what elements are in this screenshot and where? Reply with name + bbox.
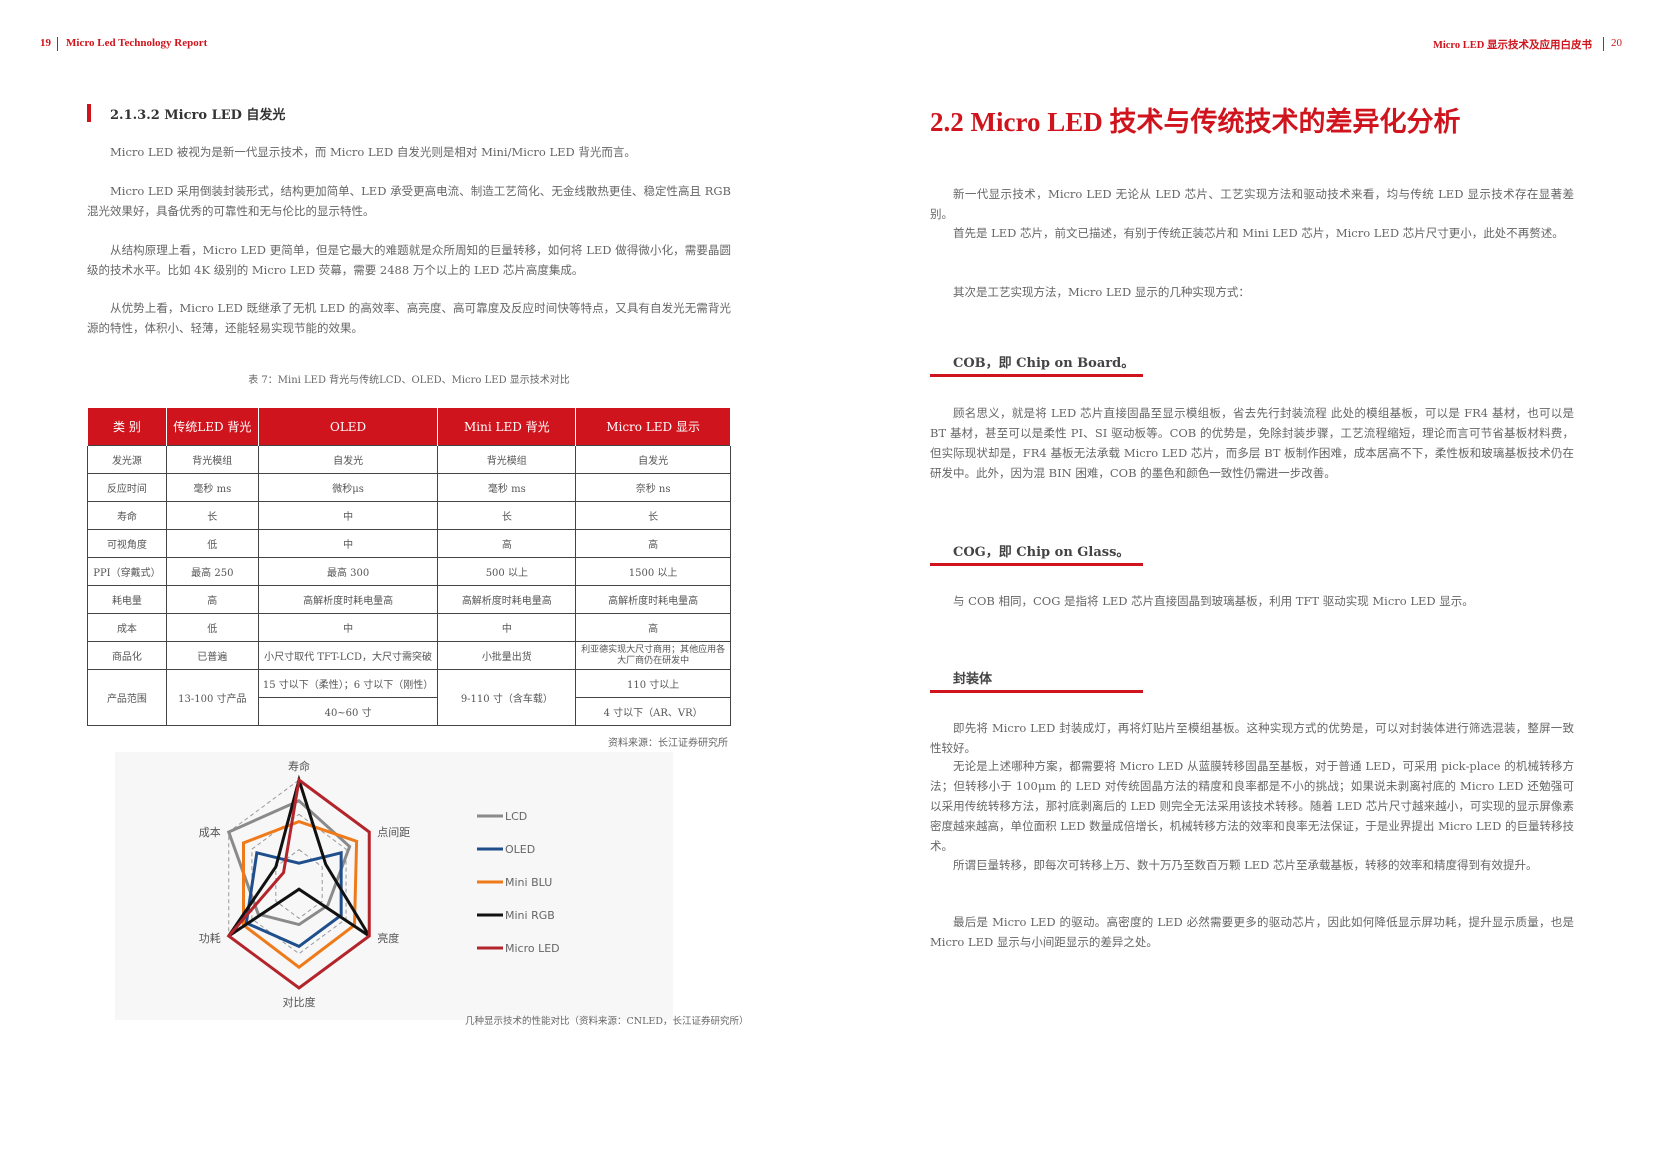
paragraph: 无论是上述哪种方案，都需要将 Micro LED 从蓝膜转移固晶至基板，对于普通… <box>930 759 1574 853</box>
row-label: PPI（穿戴式） <box>87 557 167 586</box>
legend-label: Mini BLU <box>505 876 552 889</box>
table-row: 成本低中中高 <box>87 613 731 642</box>
radar-axis-label: 点间距 <box>377 826 410 839</box>
column-header: Mini LED 背光 <box>437 408 577 446</box>
paragraph: Micro LED 被视为是新一代显示技术，而 Micro LED 自发光则是相… <box>110 145 636 159</box>
table-row: 40~60 寸 4 寸以下（AR、VR） <box>88 697 731 726</box>
column-header: Micro LED 显示 <box>575 408 731 446</box>
table-cell: 高 <box>437 529 577 558</box>
legend-label: Micro LED <box>505 942 560 955</box>
header-divider <box>57 37 58 51</box>
table-cell: 13-100 寸产品 <box>165 669 259 726</box>
paragraph: 最后是 Micro LED 的驱动。高密度的 LED 必然需要更多的驱动芯片，因… <box>930 915 1574 949</box>
section-title: 2.1.3.2 Micro LED 自发光 <box>110 108 286 123</box>
radar-series-oled <box>244 850 343 949</box>
table-caption: 表 7：Mini LED 背光与传统LCD、OLED、Micro LED 显示技… <box>248 375 570 386</box>
table-row: 商品化 已普遍 小尺寸取代 TFT-LCD，大尺寸需突破 小批量出货 利亚德实现大尺寸商… <box>87 641 731 670</box>
table-cell: 高 <box>575 613 731 642</box>
subsection-title-cob: COB，即 Chip on Board。 <box>953 356 1135 371</box>
paragraph: 从优势上看，Micro LED 既继承了无机 LED 的高效率、高亮度、高可靠度… <box>87 301 731 335</box>
row-label: 发光源 <box>87 445 167 474</box>
table-cell: 4 寸以下（AR、VR） <box>575 697 731 726</box>
radar-grid-ring <box>251 813 347 955</box>
subsection-underline <box>930 690 1143 693</box>
table-cell: 低 <box>165 613 259 642</box>
table-row: 耗电量高高解析度时耗电量高 高解析度时耗电量高 高解析度时耗电量高 <box>87 585 731 614</box>
paragraph: 新一代显示技术，Micro LED 无论从 LED 芯片、工艺实现方法和驱动技术… <box>930 187 1574 221</box>
table-cell: 40~60 寸 <box>257 697 439 726</box>
table-cell: 500 以上 <box>437 557 577 586</box>
row-label: 反应时间 <box>87 473 167 502</box>
table-source: 资料来源：长江证券研究所 <box>608 738 728 749</box>
column-header: 类 别 <box>87 408 167 446</box>
paragraph: 其次是工艺实现方法，Micro LED 显示的几种实现方式： <box>953 285 1250 299</box>
subsection-title-package: 封装体 <box>953 672 993 687</box>
table-cell: 长 <box>575 501 731 530</box>
table-row: 可视角度低中高高 <box>87 529 731 558</box>
right-page-number: 20 <box>1611 37 1622 49</box>
paragraph: 从结构原理上看，Micro LED 更简单，但是它最大的难题就是众所周知的巨量转… <box>87 243 731 277</box>
table-cell: 奈秒 ns <box>575 473 731 502</box>
radar-axis-label: 亮度 <box>377 931 399 945</box>
left-running-title: Micro Led Technology Report <box>66 37 208 49</box>
radar-series-micro-led <box>226 777 371 990</box>
radar-series-lcd <box>226 799 352 927</box>
radar-grid-ring <box>228 779 370 989</box>
table-header-row: 类 别 传统LED 背光 OLED Mini LED 背光 Micro LED … <box>87 408 731 446</box>
row-label: 寿命 <box>87 501 167 530</box>
row-label: 可视角度 <box>87 529 167 558</box>
paragraph: 即先将 Micro LED 封装成灯，再将灯贴片至模组基板。这种实现方式的优势是… <box>930 721 1574 755</box>
radar-axis-label: 功耗 <box>199 932 221 945</box>
chart-caption: 几种显示技术的性能对比（资料来源：CNLED，长江证券研究所） <box>465 1016 749 1027</box>
comparison-table: 类 别 传统LED 背光 OLED Mini LED 背光 Micro LED … <box>87 408 731 726</box>
chapter-title: 2.2 Micro LED 技术与传统技术的差异化分析 <box>930 107 1461 137</box>
paragraph: 与 COB 相同，COG 是指将 LED 芯片直接固晶到玻璃基板，利用 TFT … <box>953 594 1474 608</box>
paragraph: 所谓巨量转移，即每次可转移上万、数十万乃至数百万颗 LED 芯片至承载基板，转移… <box>953 858 1538 872</box>
right-running-title: Micro LED 显示技术及应用白皮书 <box>1432 40 1592 51</box>
paragraph: Micro LED 采用倒装封装形式，结构更加简单、LED 承受更高电流、制造工… <box>87 184 731 218</box>
subsection-underline <box>930 374 1143 377</box>
table-cell: 高 <box>575 529 731 558</box>
subsection-underline <box>930 563 1143 566</box>
legend-label: OLED <box>505 843 535 856</box>
radar-axis-label: 对比度 <box>283 995 316 1009</box>
table-row: 反应时间 毫秒 ms 微秒μs 毫秒 ms 奈秒 ns <box>87 473 731 502</box>
legend-label: Mini RGB <box>505 909 555 922</box>
table-cell: 小尺寸取代 TFT-LCD，大尺寸需突破 <box>257 641 439 670</box>
paragraph: 顾名思义，就是将 LED 芯片直接固晶至显示模组板，省去先行封装流程 此处的模组… <box>930 406 1574 480</box>
table-cell: 中 <box>257 501 439 530</box>
radar-chart: LCD OLED Mini BLU Mini RGB Micro LED 寿命点间距亮度对… <box>199 759 560 1009</box>
legend-label: LCD <box>505 810 527 823</box>
radar-axis-label: 寿命 <box>288 759 310 773</box>
table-cell: 小批量出货 <box>437 641 577 670</box>
table-cell: 已普遍 <box>165 641 259 670</box>
radar-axis-label: 成本 <box>199 825 221 839</box>
table-cell: 中 <box>257 529 439 558</box>
table-cell: 最高 250 <box>165 557 259 586</box>
table-cell: 高解析度时耗电量高 <box>257 585 439 614</box>
table-cell: 长 <box>165 501 259 530</box>
table-cell: 15 寸以下（柔性）；6 寸以下（刚性） <box>257 669 439 698</box>
paragraph: 首先是 LED 芯片，前文已描述，有别于传统正装芯片和 Mini LED 芯片，… <box>953 226 1564 240</box>
table-cell: 9-110 寸（含车载） <box>437 669 577 726</box>
table-cell: 中 <box>437 613 577 642</box>
table-cell: 背光模组 <box>437 445 577 474</box>
radar-chart-background <box>115 752 673 1020</box>
table-row: 产品范围 13-100 寸产品 15 寸以下（柔性）；6 寸以下（刚性） 9-110 … <box>87 669 731 726</box>
table-cell: 自发光 <box>575 445 731 474</box>
column-header: 传统LED 背光 <box>165 408 259 446</box>
header-divider <box>1603 37 1604 51</box>
left-page-number: 19 <box>40 37 51 49</box>
radar-series-mini-rgb <box>227 774 371 938</box>
table-cell: 低 <box>165 529 259 558</box>
row-label: 产品范围 <box>87 669 167 726</box>
subsection-title-cog: COG，即 Chip on Glass。 <box>953 545 1130 560</box>
table-cell: 高解析度时耗电量高 <box>575 585 731 614</box>
column-header: OLED <box>257 408 439 446</box>
section-marker <box>87 104 91 122</box>
radar-series-mini-blu <box>242 820 359 970</box>
table-cell: 微秒μs <box>257 473 439 502</box>
table-cell: 背光模组 <box>165 445 259 474</box>
